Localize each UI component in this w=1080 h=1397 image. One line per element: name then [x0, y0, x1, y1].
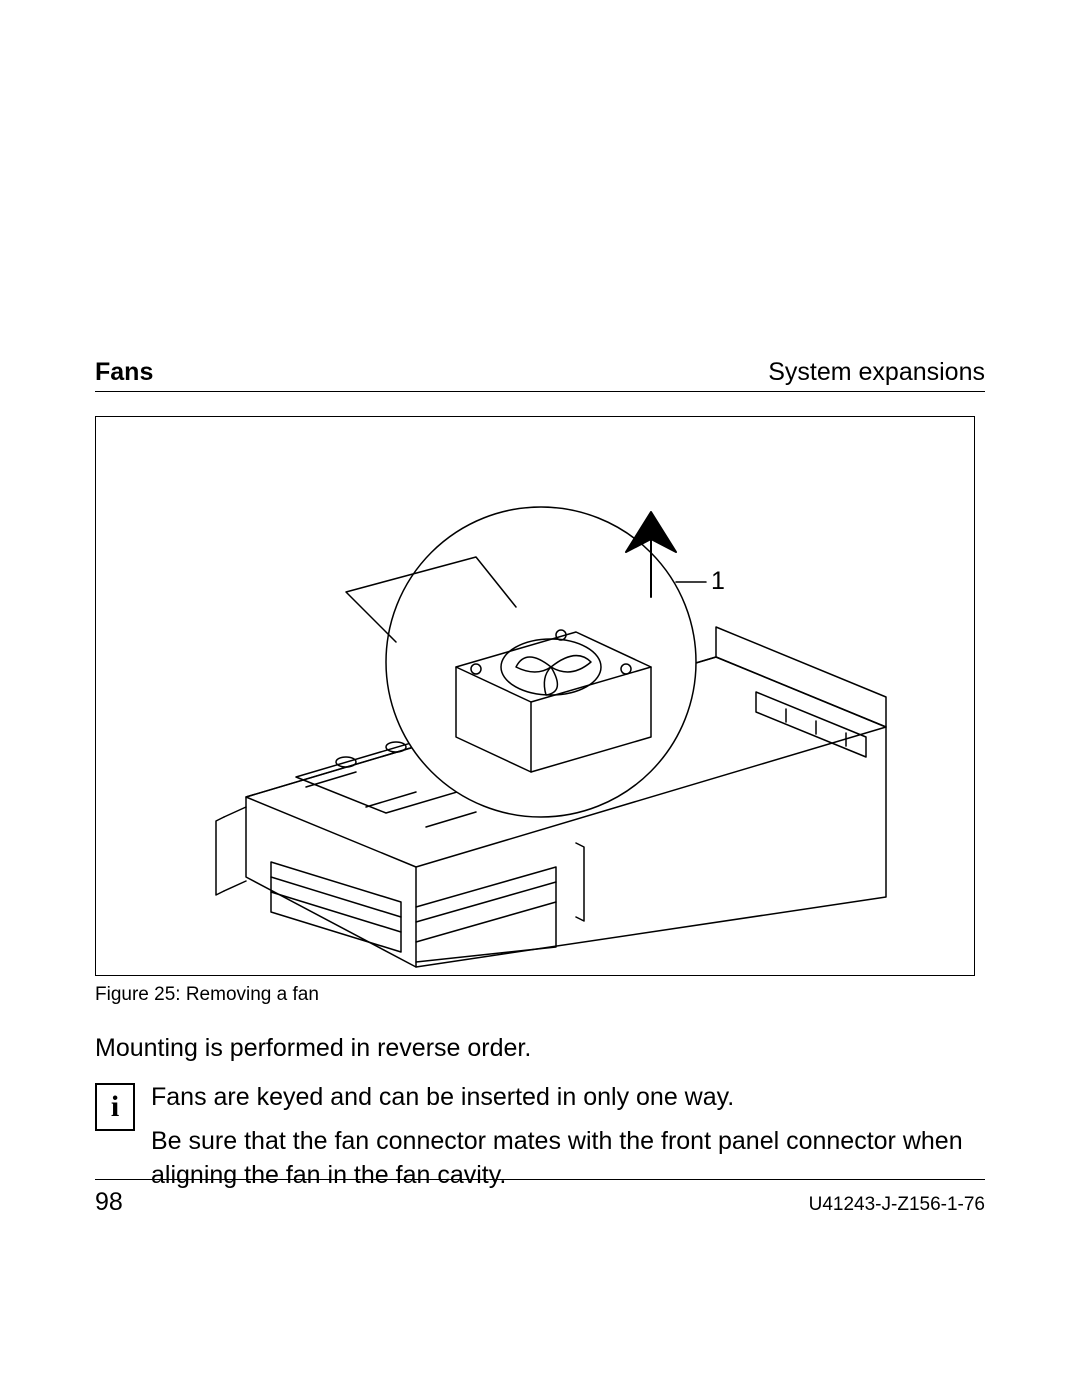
info-icon: i: [95, 1083, 135, 1131]
page-footer: 98 U41243-J-Z156-1-76: [95, 1179, 985, 1217]
header-section-left: Fans: [95, 358, 153, 387]
figure-25-illustration: [96, 417, 976, 977]
page-number: 98: [95, 1188, 123, 1217]
page-content: Fans System expansions: [95, 358, 985, 1202]
figure-caption: Figure 25: Removing a fan: [95, 984, 985, 1006]
figure-25-box: 1: [95, 416, 975, 976]
header-section-right: System expansions: [768, 358, 985, 387]
info-line-1: Fans are keyed and can be inserted in on…: [151, 1081, 985, 1115]
figure-callout-1: 1: [711, 567, 725, 596]
mounting-note: Mounting is performed in reverse order.: [95, 1034, 985, 1063]
document-id: U41243-J-Z156-1-76: [809, 1194, 985, 1216]
running-header: Fans System expansions: [95, 358, 985, 392]
